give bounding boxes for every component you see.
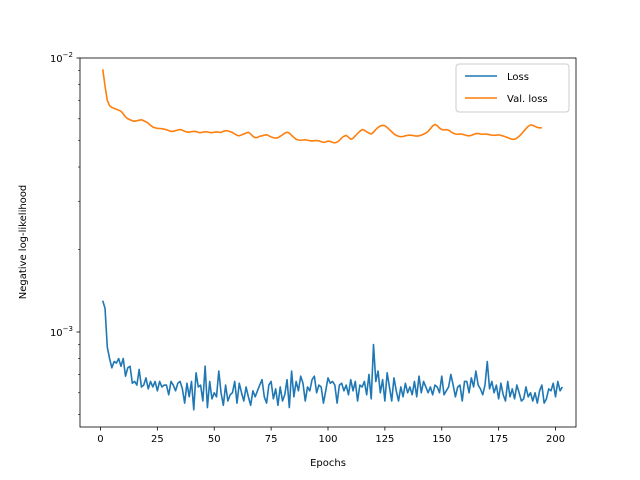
x-tick-label: 75: [265, 434, 278, 445]
y-tick-label: 10−3: [50, 325, 73, 339]
legend-label-val-loss: Val. loss: [507, 94, 548, 105]
x-tick-label: 25: [151, 434, 164, 445]
series-line-loss: [101, 300, 564, 411]
x-tick-label: 0: [97, 434, 103, 445]
y-tick-label: 10−2: [50, 51, 73, 65]
legend-label-loss: Loss: [507, 72, 529, 83]
plot-lines: [101, 69, 564, 411]
x-tick-label: 150: [432, 434, 451, 445]
x-tick-label: 175: [489, 434, 508, 445]
series-line-val-loss: [101, 69, 542, 144]
x-tick-label: 50: [208, 434, 221, 445]
y-axis-ticks: 10−2 10−3: [50, 51, 80, 415]
x-axis-ticks: 0 25 50 75 100 125 150 175 200: [97, 427, 565, 445]
x-tick-label: 125: [375, 434, 394, 445]
x-tick-label: 100: [318, 434, 337, 445]
x-axis-label: Epochs: [310, 458, 346, 469]
legend: Loss Val. loss: [455, 63, 570, 113]
y-axis-label: Negative log-likelihood: [18, 185, 29, 300]
x-tick-label: 200: [546, 434, 565, 445]
